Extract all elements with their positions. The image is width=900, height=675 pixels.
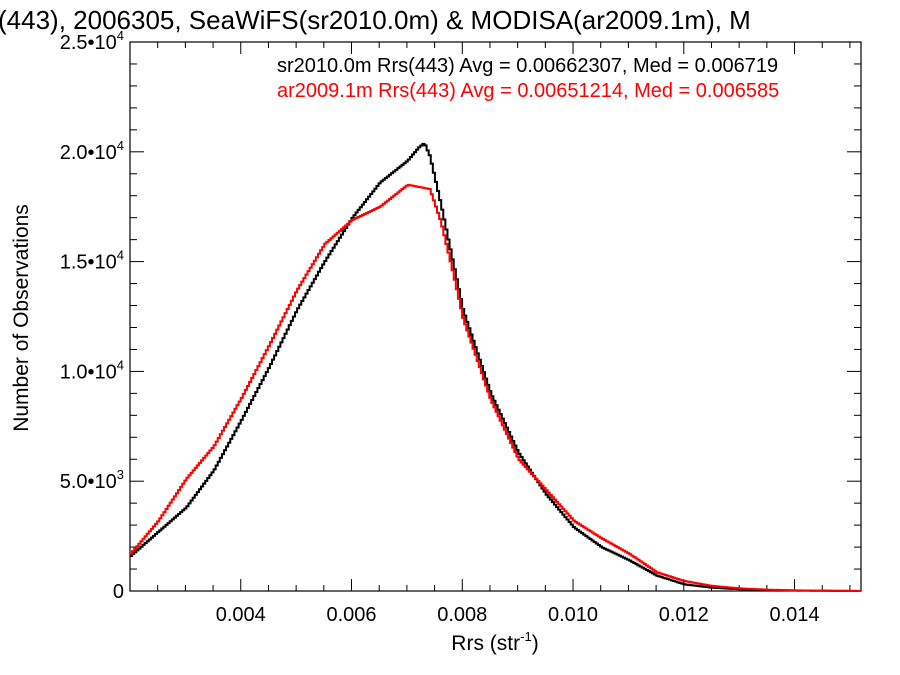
x-tick-label: 0.004	[216, 604, 266, 626]
legend-entry-ar2009: ar2009.1m Rrs(443) Avg = 0.00651214, Med…	[277, 80, 779, 102]
x-tick-label: 0.008	[437, 604, 487, 626]
axis-ticks	[130, 41, 861, 592]
y-tick-label: 2.5•104	[60, 28, 124, 54]
series-lines	[130, 142, 862, 592]
y-tick-label: 1.5•104	[60, 248, 124, 274]
x-tick-label: 0.012	[659, 604, 709, 626]
x-tick-labels: 0.004 0.006 0.008 0.010 0.012 0.014	[216, 604, 820, 626]
x-tick-label: 0.010	[548, 604, 598, 626]
series-line-ar2009.1m	[130, 183, 862, 592]
y-tick-label: 0	[113, 581, 124, 603]
y-axis-label: Number of Observations	[10, 204, 33, 432]
y-tick-label: 1.0•104	[60, 357, 124, 383]
x-tick-label: 0.014	[770, 604, 820, 626]
y-tick-labels: 0 5.0•103 1.0•104 1.5•104 2.0•104 2.5•104	[60, 28, 124, 603]
legend-entry-sr2010: sr2010.0m Rrs(443) Avg = 0.00662307, Med…	[277, 55, 778, 77]
plot-frame	[129, 41, 862, 592]
y-tick-label: 5.0•103	[60, 467, 124, 493]
series-line-sr2010.0m	[130, 142, 862, 592]
chart-title: (443), 2006305, SeaWiFS(sr2010.0m) & MOD…	[0, 5, 751, 35]
x-axis-label: Rrs (str-1)	[451, 629, 538, 655]
x-tick-label: 0.006	[326, 604, 376, 626]
y-tick-label: 2.0•104	[60, 138, 124, 164]
